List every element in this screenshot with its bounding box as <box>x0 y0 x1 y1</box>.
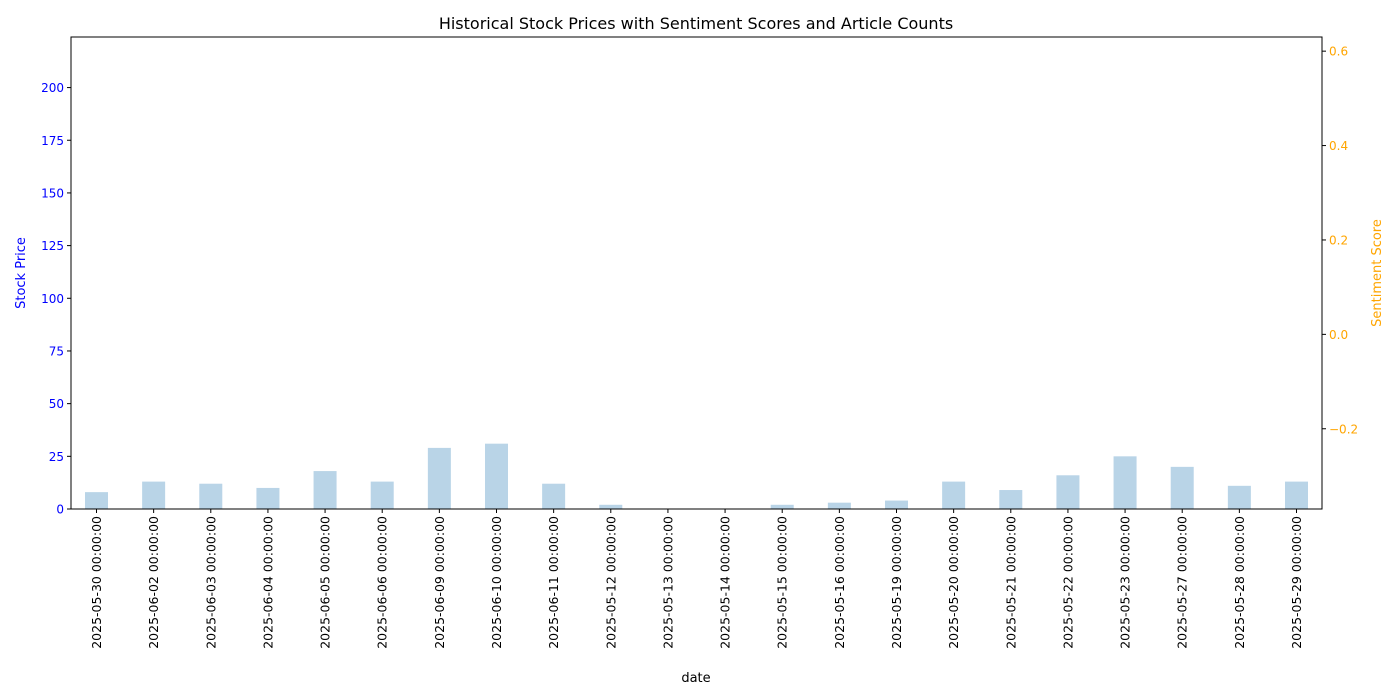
y-tick-label: 175 <box>41 134 64 148</box>
chart-title: Historical Stock Prices with Sentiment S… <box>439 14 953 33</box>
bar <box>1113 456 1137 509</box>
y-tick-label: 75 <box>49 344 64 358</box>
bar <box>942 481 966 509</box>
bar <box>770 504 794 509</box>
x-tick-label: 2025-06-05 00:00:00 <box>318 516 333 649</box>
x-tick-label: 2025-06-11 00:00:00 <box>546 516 561 649</box>
y2-tick-label: 0.0 <box>1329 328 1348 342</box>
x-axis-label: date <box>681 671 710 686</box>
x-tick-label: 2025-05-20 00:00:00 <box>946 516 961 649</box>
bar <box>885 500 908 509</box>
x-tick-label: 2025-06-09 00:00:00 <box>432 516 447 649</box>
x-tick-label: 2025-05-21 00:00:00 <box>1003 516 1018 649</box>
x-tick-label: 2025-06-02 00:00:00 <box>146 516 161 649</box>
bar <box>427 447 451 509</box>
left-axis: 0 25 50 75 100 125 150 175 200 <box>41 81 71 517</box>
bar <box>542 483 566 509</box>
x-tick-label: 2025-05-28 00:00:00 <box>1232 516 1247 649</box>
y-tick-label: 100 <box>41 292 64 306</box>
bar <box>599 504 623 509</box>
x-tick-label: 2025-05-15 00:00:00 <box>775 516 790 649</box>
y2-axis-label: Sentiment Score <box>1370 219 1385 327</box>
bar <box>85 492 108 509</box>
bar <box>199 483 223 509</box>
x-tick-label: 2025-05-22 00:00:00 <box>1060 516 1075 649</box>
bar <box>142 481 166 509</box>
y2-tick-label: 0.4 <box>1329 139 1348 153</box>
y2-tick-label: 0.6 <box>1329 45 1348 59</box>
x-tick-label: 2025-05-12 00:00:00 <box>603 516 618 649</box>
bar <box>256 487 280 509</box>
y-tick-label: 25 <box>49 450 64 464</box>
x-axis: 2025-05-30 00:00:00 2025-06-02 00:00:00 20… <box>89 509 1304 649</box>
bar <box>1285 481 1308 509</box>
x-tick-label: 2025-06-04 00:00:00 <box>260 516 275 649</box>
bar <box>827 502 851 509</box>
x-tick-label: 2025-06-03 00:00:00 <box>203 516 218 649</box>
bar <box>370 481 394 509</box>
bars-group <box>85 443 1308 509</box>
y-tick-label: 50 <box>49 397 64 411</box>
bar <box>999 490 1023 509</box>
x-tick-label: 2025-05-14 00:00:00 <box>718 516 733 649</box>
x-tick-label: 2025-05-27 00:00:00 <box>1175 516 1190 649</box>
y-tick-label: 200 <box>41 81 64 95</box>
bar <box>1227 485 1251 509</box>
y-tick-label: 125 <box>41 239 64 253</box>
bar <box>485 443 508 509</box>
x-tick-label: 2025-05-30 00:00:00 <box>89 516 104 649</box>
plot-frame <box>70 36 1323 510</box>
y-tick-label: 150 <box>41 186 64 200</box>
x-tick-label: 2025-05-16 00:00:00 <box>832 516 847 649</box>
y2-tick-label: 0.2 <box>1329 233 1348 247</box>
x-tick-label: 2025-05-13 00:00:00 <box>660 516 675 649</box>
y2-tick-label: −0.2 <box>1329 422 1358 436</box>
y-tick-label: 0 <box>56 503 64 517</box>
x-tick-label: 2025-05-23 00:00:00 <box>1118 516 1133 649</box>
x-tick-label: 2025-05-29 00:00:00 <box>1289 516 1304 649</box>
x-tick-label: 2025-06-06 00:00:00 <box>375 516 390 649</box>
bar <box>1170 466 1194 509</box>
right-axis: −0.2 0.0 0.2 0.4 0.6 <box>1322 45 1358 436</box>
y-axis-label: Stock Price <box>14 237 29 309</box>
bar <box>313 471 337 509</box>
x-tick-label: 2025-06-10 00:00:00 <box>489 516 504 649</box>
bar <box>1056 475 1080 509</box>
x-tick-label: 2025-05-19 00:00:00 <box>889 516 904 649</box>
